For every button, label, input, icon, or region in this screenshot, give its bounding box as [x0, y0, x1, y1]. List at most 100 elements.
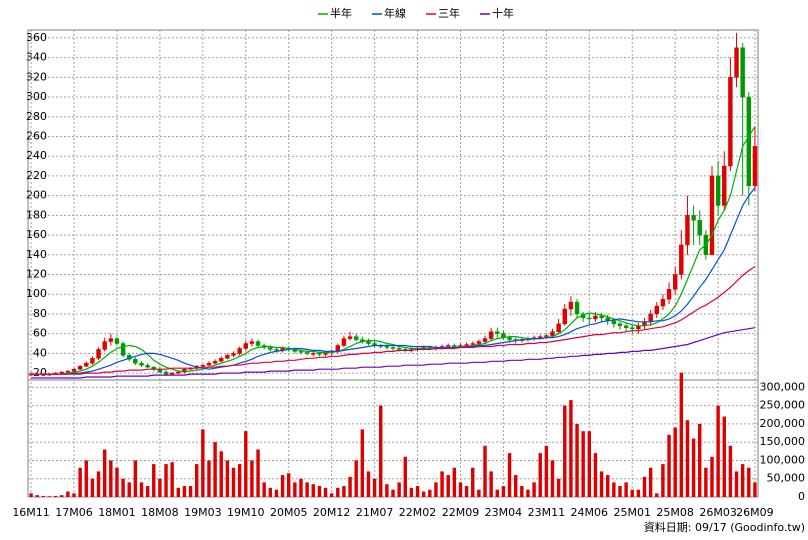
- candle-body: [206, 362, 212, 366]
- volume-bar: [716, 405, 720, 497]
- volume-bar: [581, 431, 585, 497]
- y-tick-label: 120: [26, 268, 47, 281]
- volume-bar: [293, 482, 297, 497]
- candle-body: [452, 345, 457, 347]
- candle-body: [237, 348, 242, 354]
- volume-bar: [329, 493, 334, 497]
- volume-bar: [673, 427, 677, 497]
- volume-bar: [691, 438, 696, 497]
- x-tick-label: 18M01: [98, 506, 136, 519]
- volume-bar: [532, 482, 536, 497]
- y-tick-label: 200: [26, 189, 47, 202]
- volume-bar: [477, 489, 481, 497]
- candle-body: [249, 341, 255, 344]
- volume-bar: [299, 478, 303, 497]
- volume-bar: [734, 471, 739, 497]
- volume-bar: [47, 496, 52, 497]
- candle-body: [728, 77, 733, 167]
- volume-bar: [336, 487, 340, 497]
- y-tick-label: 340: [26, 51, 47, 64]
- volume-bar: [704, 467, 708, 497]
- volume-bar: [170, 462, 174, 497]
- candle-body: [353, 336, 359, 340]
- candle-body: [212, 361, 218, 364]
- volume-bar: [710, 456, 714, 497]
- candle-body: [90, 358, 95, 364]
- y2-tick-label: 100,000: [760, 453, 806, 466]
- y-tick-label: 360: [26, 31, 47, 44]
- volume-bar: [446, 475, 450, 497]
- volume-bar: [60, 495, 64, 497]
- x-tick-label: 23M04: [485, 506, 523, 519]
- candle-body: [495, 331, 500, 334]
- candle-body: [268, 347, 273, 350]
- volume-bar: [753, 482, 757, 497]
- volume-bar: [495, 489, 500, 497]
- y-tick-label: 240: [26, 149, 47, 162]
- volume-bar: [342, 486, 346, 497]
- candle-body: [169, 372, 175, 375]
- x-tick-label: 22M02: [399, 506, 437, 519]
- volume-bar: [550, 460, 555, 497]
- volume-bar: [317, 486, 322, 497]
- y-tick-label: 320: [26, 70, 47, 83]
- volume-bar: [415, 486, 420, 497]
- volume-bar: [655, 493, 659, 497]
- legend-label: 年線: [384, 6, 406, 20]
- y-tick-label: 80: [33, 307, 47, 320]
- y-tick-label: 20: [33, 366, 47, 379]
- volume-bar: [428, 489, 432, 497]
- legend-label: 半年: [330, 6, 352, 20]
- y-tick-label: 280: [26, 110, 47, 123]
- volume-bar: [507, 453, 512, 497]
- candle-body: [390, 347, 396, 349]
- volume-bar: [397, 482, 401, 497]
- candle-body: [163, 371, 169, 375]
- volume-bar: [409, 487, 414, 497]
- candle-body: [311, 353, 316, 355]
- y-tick-label: 220: [26, 169, 47, 182]
- candle-body: [139, 362, 144, 366]
- candle-body: [114, 338, 120, 344]
- volume-bar: [262, 482, 266, 497]
- volume-bar: [434, 482, 438, 497]
- volume-bar: [96, 471, 101, 497]
- volume-bar: [483, 445, 487, 497]
- volume-bar: [464, 486, 469, 497]
- volume-bar: [421, 491, 426, 497]
- volume-bar: [599, 471, 604, 497]
- volume-bar: [563, 405, 567, 497]
- volume-bar: [698, 423, 702, 497]
- ma-line: [31, 187, 756, 375]
- volume-bar: [575, 423, 579, 497]
- volume-bar: [379, 405, 383, 497]
- candle-body: [120, 343, 126, 356]
- candle-body: [654, 305, 659, 315]
- y2-tick-label: 0: [798, 490, 805, 503]
- x-tick-label: 22M09: [442, 506, 480, 519]
- volume-bar: [84, 460, 88, 497]
- volume-bar: [452, 467, 457, 497]
- volume-bar: [366, 471, 371, 497]
- volume-bar: [311, 484, 315, 497]
- volume-bar: [305, 482, 309, 497]
- volume-bar: [152, 464, 156, 497]
- volume-bar: [612, 482, 616, 497]
- candle-body: [568, 301, 574, 310]
- volume-bar: [35, 495, 39, 497]
- volume-bar: [556, 478, 561, 497]
- candle-body: [685, 215, 690, 246]
- volume-bar: [78, 467, 82, 497]
- candle-body: [660, 298, 666, 307]
- candle-body: [71, 368, 77, 372]
- candle-body: [108, 338, 114, 342]
- volume-bar: [544, 445, 549, 497]
- candle-body: [298, 351, 304, 353]
- candle-body: [317, 353, 322, 355]
- volume-bar: [102, 449, 107, 497]
- volume-bar: [348, 476, 352, 497]
- candle-body: [464, 344, 469, 346]
- candle-body: [225, 355, 230, 359]
- volume-bar: [648, 467, 653, 497]
- candle-body: [84, 362, 89, 367]
